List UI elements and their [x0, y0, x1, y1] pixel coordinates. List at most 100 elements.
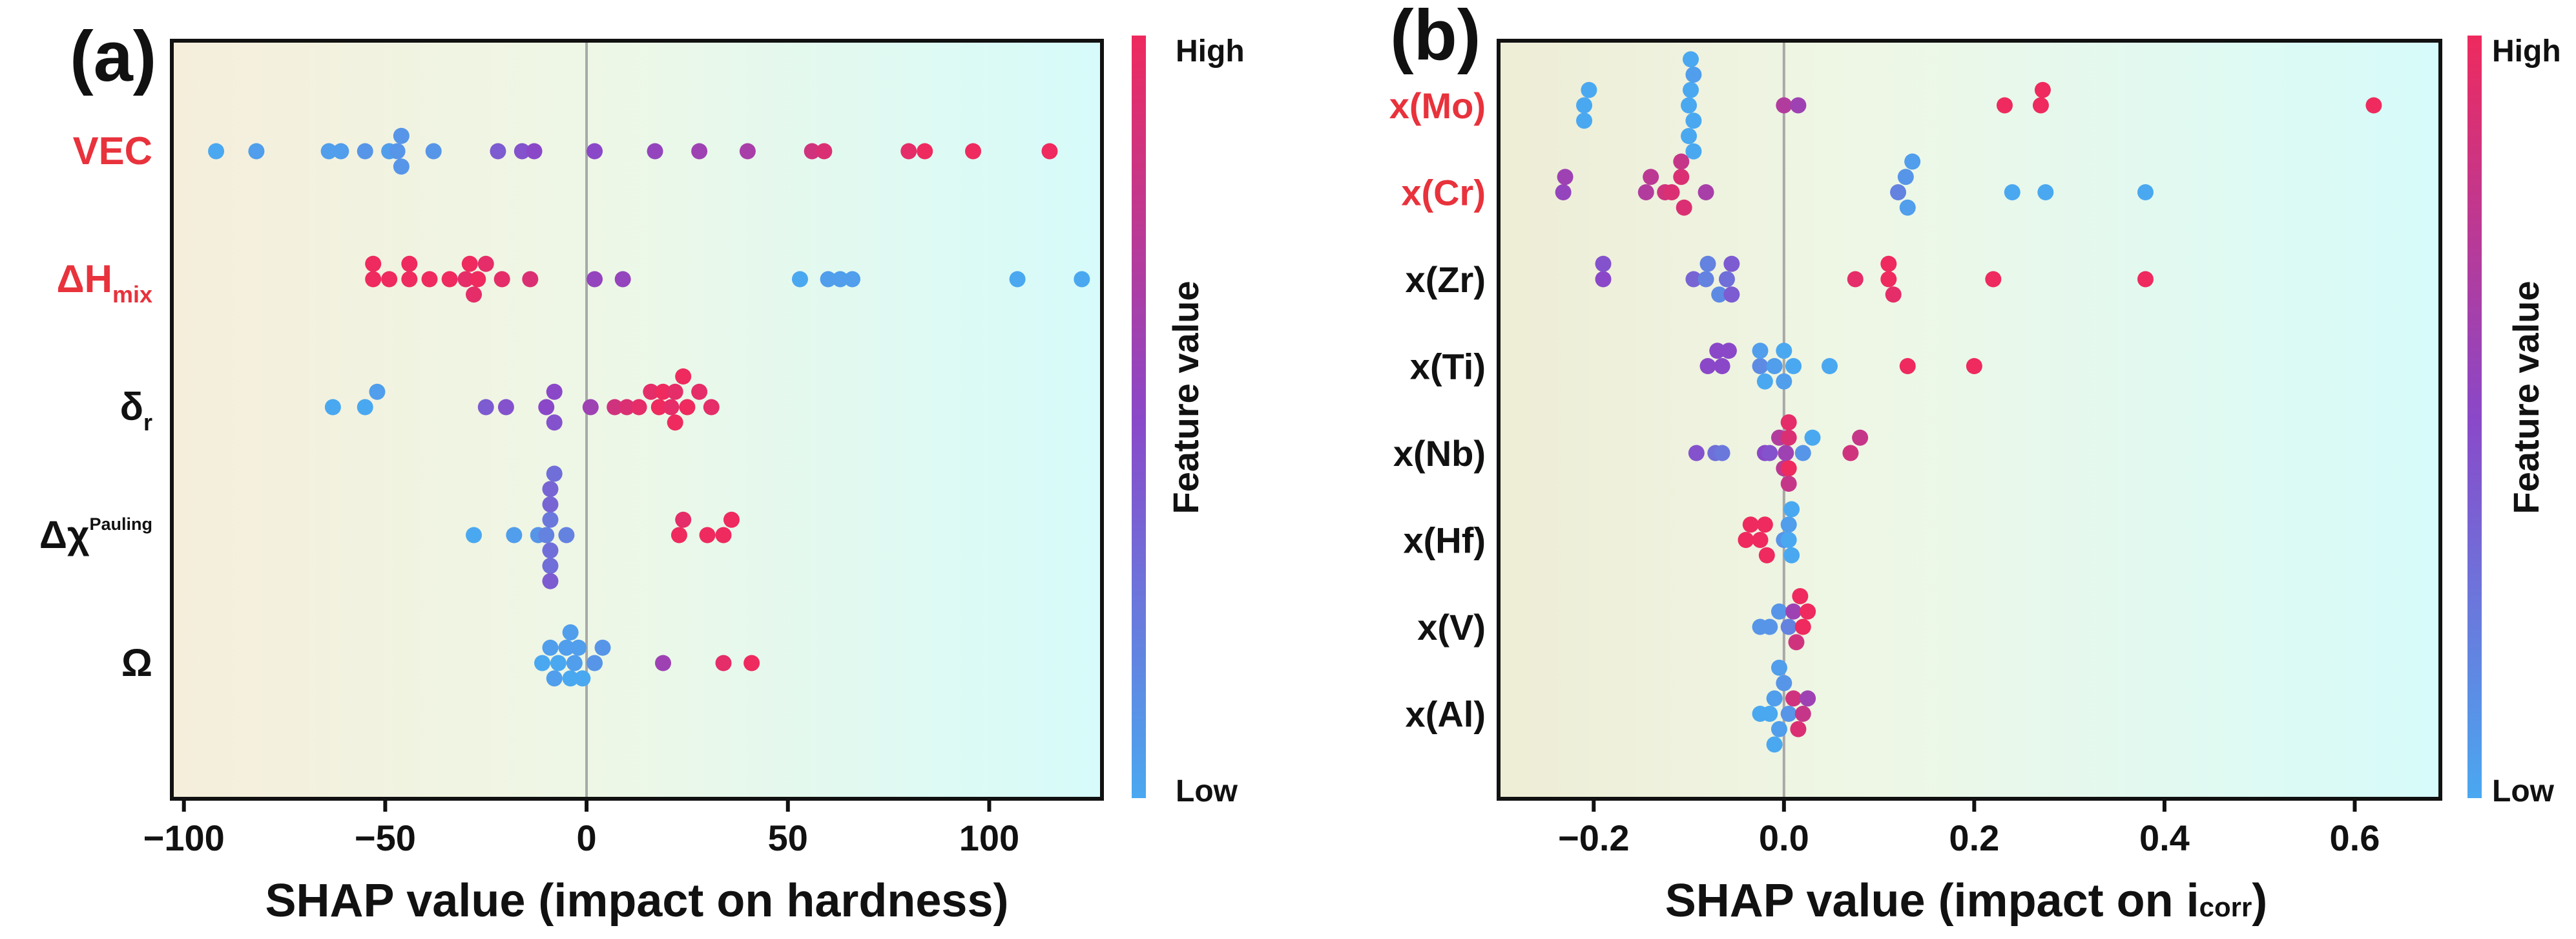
shap-point [1074, 271, 1090, 288]
shap-point [1800, 603, 1816, 620]
shap-point [1788, 634, 1805, 651]
shap-point [594, 639, 611, 656]
shap-point [1800, 690, 1816, 707]
shap-point [562, 670, 579, 687]
x-axis-label-b-main: SHAP value (impact on i [1665, 875, 2199, 927]
feature-label-text: x(Al) [1406, 694, 1486, 735]
shap-point [1752, 532, 1769, 548]
shap-point [1720, 343, 1737, 359]
shap-point [1681, 128, 1698, 144]
shap-point [1681, 97, 1698, 114]
shap-point [1685, 271, 1702, 288]
shap-point [526, 143, 543, 160]
shap-point [401, 255, 418, 272]
shap-point [1794, 445, 1811, 461]
shap-point [1771, 603, 1787, 620]
shap-point [570, 639, 587, 656]
feature-label-text: x(V) [1417, 607, 1486, 648]
shap-point [542, 639, 559, 656]
shap-point [1685, 67, 1702, 83]
shap-point [614, 271, 631, 288]
shap-point [667, 383, 683, 400]
shap-point [357, 143, 373, 160]
shap-point [1752, 358, 1769, 374]
shap-point [550, 655, 566, 671]
x-tick-label: −50 [355, 818, 416, 858]
shap-point [844, 271, 861, 288]
shap-point [1794, 618, 1811, 635]
shap-point [1966, 358, 1982, 374]
panel-a: −100 −50 0 50 100 VEC ΔHmix δr ΔχPauling Ω (a) S… [39, 17, 1245, 927]
shap-point [1785, 690, 1802, 707]
shap-point [1673, 169, 1690, 185]
shap-point [1776, 343, 1792, 359]
shap-point [675, 368, 692, 385]
shap-point [506, 527, 523, 543]
shap-point [1555, 184, 1572, 200]
plot-b-area [1499, 41, 2440, 799]
shap-point [607, 399, 623, 416]
shap-point [1009, 271, 1026, 288]
shap-point [441, 271, 458, 288]
shap-point [558, 639, 575, 656]
shap-point [542, 496, 559, 512]
shap-point [1756, 516, 1773, 533]
shap-point [365, 271, 382, 288]
feature-label-text: ΔH [56, 257, 112, 301]
shap-point [1780, 476, 1797, 492]
x-tick-label: −0.2 [1558, 818, 1630, 858]
shap-point [1698, 271, 1714, 288]
shap-point [365, 255, 382, 272]
shap-point [1756, 373, 1773, 390]
shap-point [1711, 286, 1728, 303]
shap-point [1673, 153, 1690, 170]
shap-point [1771, 659, 1787, 676]
shap-point [1776, 675, 1792, 691]
shap-point [1842, 445, 1859, 461]
colorbar-b-high-label: High [2492, 34, 2561, 69]
shap-point [1676, 199, 1692, 216]
feature-label-text: VEC [73, 129, 152, 173]
shap-point [1576, 97, 1593, 114]
panel-label-a: (a) [70, 17, 156, 96]
shap-point [493, 271, 510, 288]
shap-point [542, 511, 559, 528]
shap-point [522, 271, 539, 288]
shap-point [1776, 97, 1792, 114]
shap-point [546, 465, 563, 482]
colorbar-a-title: Feature value [1165, 280, 1206, 514]
shap-point [1780, 516, 1797, 533]
shap-point [208, 143, 225, 160]
shap-point [1581, 81, 1597, 98]
shap-point [791, 271, 808, 288]
shap-point [679, 399, 696, 416]
shap-point [1783, 501, 1800, 518]
shap-point [566, 655, 583, 671]
feature-label-text: x(Mo) [1389, 85, 1486, 126]
shap-point [587, 143, 603, 160]
shap-point [1761, 618, 1778, 635]
x-tick-label: 0 [576, 818, 596, 858]
shap-point [2032, 97, 2049, 114]
feature-label-text: x(Zr) [1406, 259, 1486, 300]
shap-point [466, 286, 483, 303]
shap-point [630, 399, 647, 416]
x-tick-label: 0.0 [1759, 818, 1809, 858]
shap-point [470, 271, 486, 288]
shap-point [357, 399, 373, 416]
feature-label-text: x(Cr) [1401, 173, 1486, 213]
shap-point [900, 143, 917, 160]
shap-point [1752, 343, 1769, 359]
shap-point [1790, 721, 1807, 737]
feature-label: x(Cr) [1401, 173, 1486, 213]
shap-point [477, 255, 494, 272]
shap-point [1785, 603, 1802, 620]
shap-point [1709, 343, 1726, 359]
shap-point [618, 399, 635, 416]
shap-point [1776, 373, 1792, 390]
feature-label-text: δ [120, 385, 143, 428]
shap-point [691, 383, 708, 400]
shap-point [663, 399, 680, 416]
colorbar-a [1132, 36, 1146, 798]
shap-point [1685, 112, 1702, 129]
